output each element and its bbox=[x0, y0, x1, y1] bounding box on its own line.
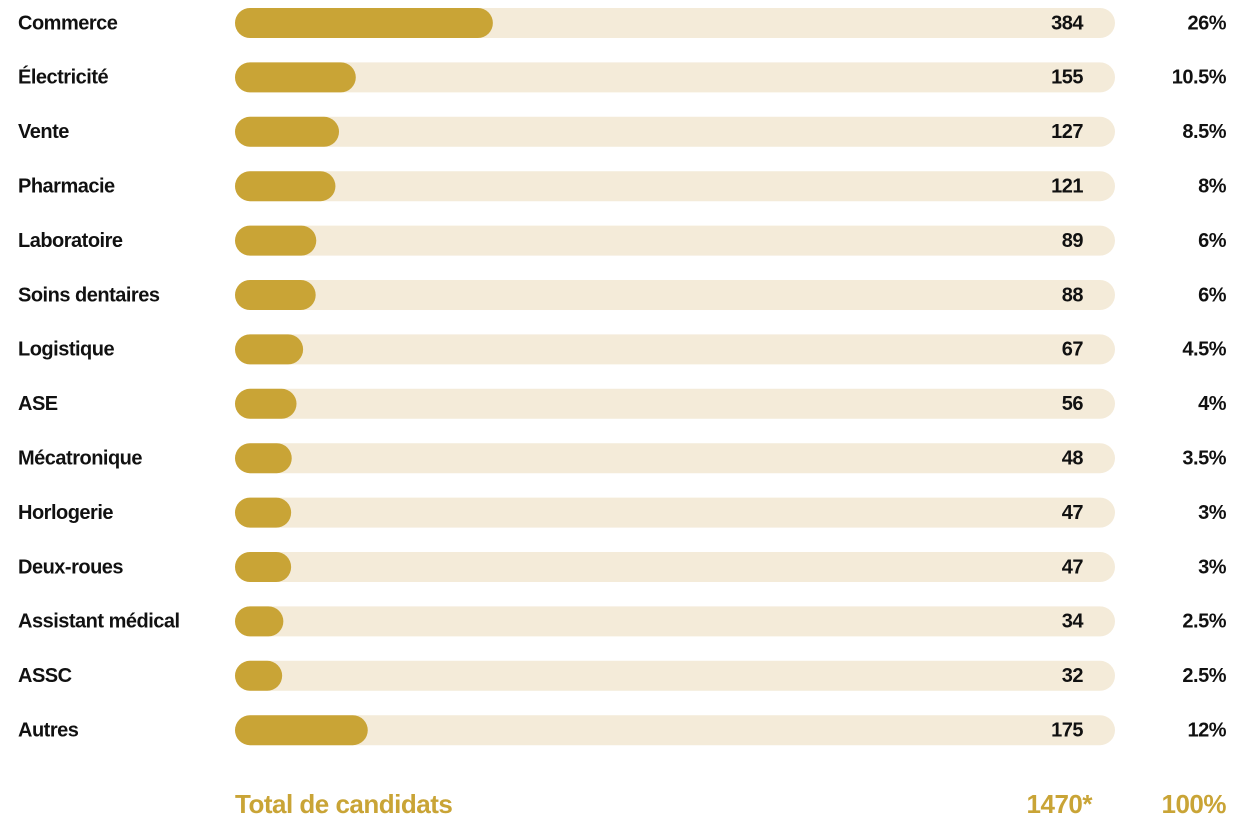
total-label: Total de candidats bbox=[235, 789, 452, 819]
share-label: 3% bbox=[1198, 556, 1227, 578]
category-label: Vente bbox=[18, 121, 69, 143]
bar bbox=[235, 497, 292, 528]
bar-track bbox=[235, 660, 1115, 691]
bar-value: 89 bbox=[1062, 230, 1084, 252]
bar-track bbox=[235, 280, 1115, 310]
share-label: 10.5% bbox=[1172, 67, 1227, 89]
bar bbox=[235, 388, 297, 419]
bar-track bbox=[235, 443, 1115, 474]
share-label: 4% bbox=[1198, 393, 1227, 415]
bar-value: 384 bbox=[1051, 12, 1084, 34]
bar bbox=[235, 62, 356, 93]
bar-value: 127 bbox=[1051, 121, 1083, 143]
share-label: 2.5% bbox=[1182, 665, 1226, 687]
bar-track bbox=[235, 225, 1115, 256]
bar-track bbox=[235, 388, 1115, 419]
total-share: 100% bbox=[1162, 789, 1227, 819]
bar-value: 32 bbox=[1062, 665, 1084, 687]
bar bbox=[235, 443, 292, 474]
bar-value: 47 bbox=[1062, 556, 1084, 578]
share-label: 3% bbox=[1198, 502, 1227, 524]
bar bbox=[235, 225, 317, 256]
bar bbox=[235, 171, 336, 202]
bar-track bbox=[235, 171, 1115, 202]
category-label: Assistant médical bbox=[18, 611, 180, 633]
share-label: 8.5% bbox=[1182, 121, 1226, 143]
bar-track bbox=[235, 62, 1115, 93]
category-label: Mécatronique bbox=[18, 447, 142, 469]
bar-track bbox=[235, 552, 1115, 582]
share-label: 4.5% bbox=[1182, 339, 1226, 361]
bar-value: 175 bbox=[1051, 719, 1083, 741]
bar bbox=[235, 8, 493, 38]
bar-value: 121 bbox=[1051, 175, 1083, 197]
bar-track bbox=[235, 334, 1115, 365]
category-label: ASSC bbox=[18, 665, 72, 687]
bar-track bbox=[235, 116, 1115, 147]
category-label: Soins dentaires bbox=[18, 284, 160, 306]
category-label: Électricité bbox=[18, 66, 108, 89]
share-label: 6% bbox=[1198, 230, 1227, 252]
category-label: Horlogerie bbox=[18, 502, 113, 524]
bar-track bbox=[235, 606, 1115, 637]
bar-value: 47 bbox=[1062, 502, 1084, 524]
share-label: 26% bbox=[1187, 12, 1226, 34]
bar bbox=[235, 606, 284, 637]
bar-value: 34 bbox=[1062, 611, 1085, 633]
bar bbox=[235, 116, 340, 147]
share-label: 8% bbox=[1198, 175, 1227, 197]
bar-value: 56 bbox=[1062, 393, 1084, 415]
category-label: Pharmacie bbox=[18, 175, 115, 197]
category-label: ASE bbox=[18, 393, 58, 415]
bar-value: 67 bbox=[1062, 339, 1084, 361]
bar bbox=[235, 715, 368, 746]
bar bbox=[235, 280, 316, 310]
bar-track bbox=[235, 497, 1115, 528]
bar bbox=[235, 334, 304, 365]
category-label: Deux-roues bbox=[18, 556, 123, 578]
bar bbox=[235, 660, 283, 691]
share-label: 12% bbox=[1187, 719, 1226, 741]
category-label: Logistique bbox=[18, 339, 114, 361]
category-label: Commerce bbox=[18, 12, 118, 34]
category-label: Autres bbox=[18, 719, 79, 741]
bar-value: 155 bbox=[1051, 67, 1083, 89]
category-label: Laboratoire bbox=[18, 230, 123, 252]
bar-track bbox=[235, 715, 1115, 746]
total-value: 1470* bbox=[1027, 789, 1094, 819]
share-label: 6% bbox=[1198, 284, 1227, 306]
share-label: 2.5% bbox=[1182, 611, 1226, 633]
bar-value: 48 bbox=[1062, 447, 1084, 469]
share-label: 3.5% bbox=[1182, 447, 1226, 469]
bar bbox=[235, 552, 292, 582]
bar-value: 88 bbox=[1062, 284, 1084, 306]
